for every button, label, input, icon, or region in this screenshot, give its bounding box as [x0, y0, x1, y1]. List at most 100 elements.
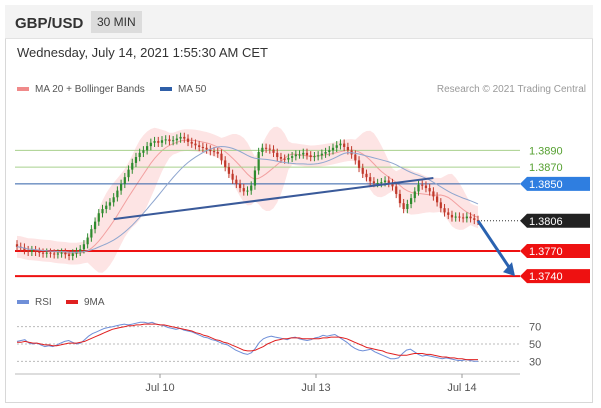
level-label-4: 1.3770 — [529, 246, 563, 258]
candle-body — [172, 140, 175, 142]
candle-body — [105, 205, 108, 210]
candle-body — [462, 217, 465, 219]
candle-body — [71, 253, 74, 256]
candle-body — [186, 138, 190, 142]
candle-body — [458, 216, 461, 218]
candle-body — [309, 155, 312, 158]
candle-body — [380, 182, 383, 184]
candle-body — [209, 149, 212, 152]
candle-body — [216, 152, 219, 154]
credit-text: Research © 2021 Trading Central — [436, 84, 586, 95]
level-label-3: 1.3806 — [529, 216, 563, 228]
candle-body — [235, 179, 238, 184]
candle-body — [146, 146, 149, 151]
rsi-level-label-50: 50 — [529, 339, 541, 351]
candle-body — [56, 253, 60, 255]
candle-body — [450, 214, 454, 218]
candle-body — [391, 183, 394, 187]
legend-ma50-label: MA 50 — [178, 84, 207, 95]
candle-body — [454, 216, 457, 218]
timestamp: Wednesday, July 14, 2021 1:55:30 AM CET — [17, 45, 268, 60]
candle-body — [123, 177, 126, 184]
candle-body — [238, 183, 242, 189]
candle-body — [246, 190, 249, 192]
candle-body — [279, 157, 283, 159]
candle-body — [157, 141, 160, 143]
candle-body — [220, 153, 223, 161]
candle-body — [93, 221, 97, 230]
candle-body — [116, 190, 119, 198]
candle-body — [97, 213, 100, 222]
forecast-arrow-shaft — [476, 219, 513, 271]
candle-body — [443, 208, 446, 213]
candle-body — [27, 250, 30, 252]
legend-ma50: MA 50 — [160, 84, 206, 95]
legend-ma50-swatch — [160, 87, 172, 92]
candle-body — [476, 219, 480, 221]
candle-body — [376, 183, 379, 185]
candle-body — [153, 141, 156, 143]
candle-body — [435, 196, 439, 203]
rsi-line — [16, 321, 478, 362]
legend-rsi-swatch — [17, 300, 29, 305]
candle-body — [15, 244, 19, 247]
candle-body — [134, 157, 138, 163]
candle-body — [257, 152, 260, 171]
candle-body — [60, 252, 63, 254]
candle-body — [253, 170, 257, 186]
candle-body — [320, 153, 323, 156]
candle-body — [283, 158, 286, 160]
legend-9ma-label: 9MA — [84, 297, 105, 308]
candle-body — [119, 183, 123, 191]
support-trendline — [113, 177, 434, 221]
candle-body — [387, 180, 390, 184]
price-levels — [15, 149, 520, 278]
candle-body — [447, 212, 450, 215]
candle-body — [432, 191, 435, 197]
candle-body — [346, 146, 349, 151]
candle-body — [291, 156, 294, 158]
candle-body — [424, 185, 428, 189]
x-axis: Jul 10 Jul 13 Jul 14 — [15, 373, 520, 394]
candle-body — [354, 154, 357, 161]
candle-body — [369, 177, 372, 182]
legend-rsi-label: RSI — [35, 297, 52, 308]
candle-body — [473, 218, 476, 220]
candle-body — [305, 152, 309, 156]
candle-body — [302, 152, 305, 155]
legend-9ma: 9MA — [66, 297, 105, 308]
candle-body — [268, 148, 271, 150]
candle-body — [264, 147, 268, 149]
candle-body — [90, 229, 93, 238]
candle-body — [313, 156, 316, 158]
candle-body — [421, 184, 424, 186]
rsi-ma9-line — [17, 323, 478, 361]
x-tick-label-2: Jul 14 — [447, 382, 476, 394]
candle-body — [79, 249, 82, 252]
forecast-arrow-head — [503, 262, 515, 277]
candle-body — [23, 247, 26, 251]
candle-body — [108, 202, 112, 206]
candle-body — [361, 167, 364, 174]
price-tags: 1.3890 1.3870 1.3850 1.3806 1.3770 1.3740 — [520, 145, 590, 284]
candle-body — [287, 157, 290, 160]
candle-body — [179, 136, 182, 139]
level-tag-5 — [520, 269, 590, 284]
candle-body — [38, 251, 41, 253]
candle-body — [343, 143, 346, 147]
level-label-2: 1.3850 — [529, 179, 563, 191]
candle-body — [439, 202, 442, 209]
candle-body — [276, 152, 279, 158]
candle-body — [45, 252, 48, 254]
timeframe-badge[interactable]: 30 MIN — [91, 11, 142, 33]
candle-body — [294, 154, 297, 157]
candle-body — [30, 250, 33, 252]
candle-body — [339, 143, 342, 146]
legend-9ma-swatch — [66, 300, 78, 305]
candle-body — [357, 160, 361, 168]
candle-body — [298, 154, 301, 156]
candle-body — [417, 184, 420, 192]
legend-ma20: MA 20 + Bollinger Bands — [17, 84, 145, 95]
rsi-level-label-30: 30 — [529, 356, 541, 368]
